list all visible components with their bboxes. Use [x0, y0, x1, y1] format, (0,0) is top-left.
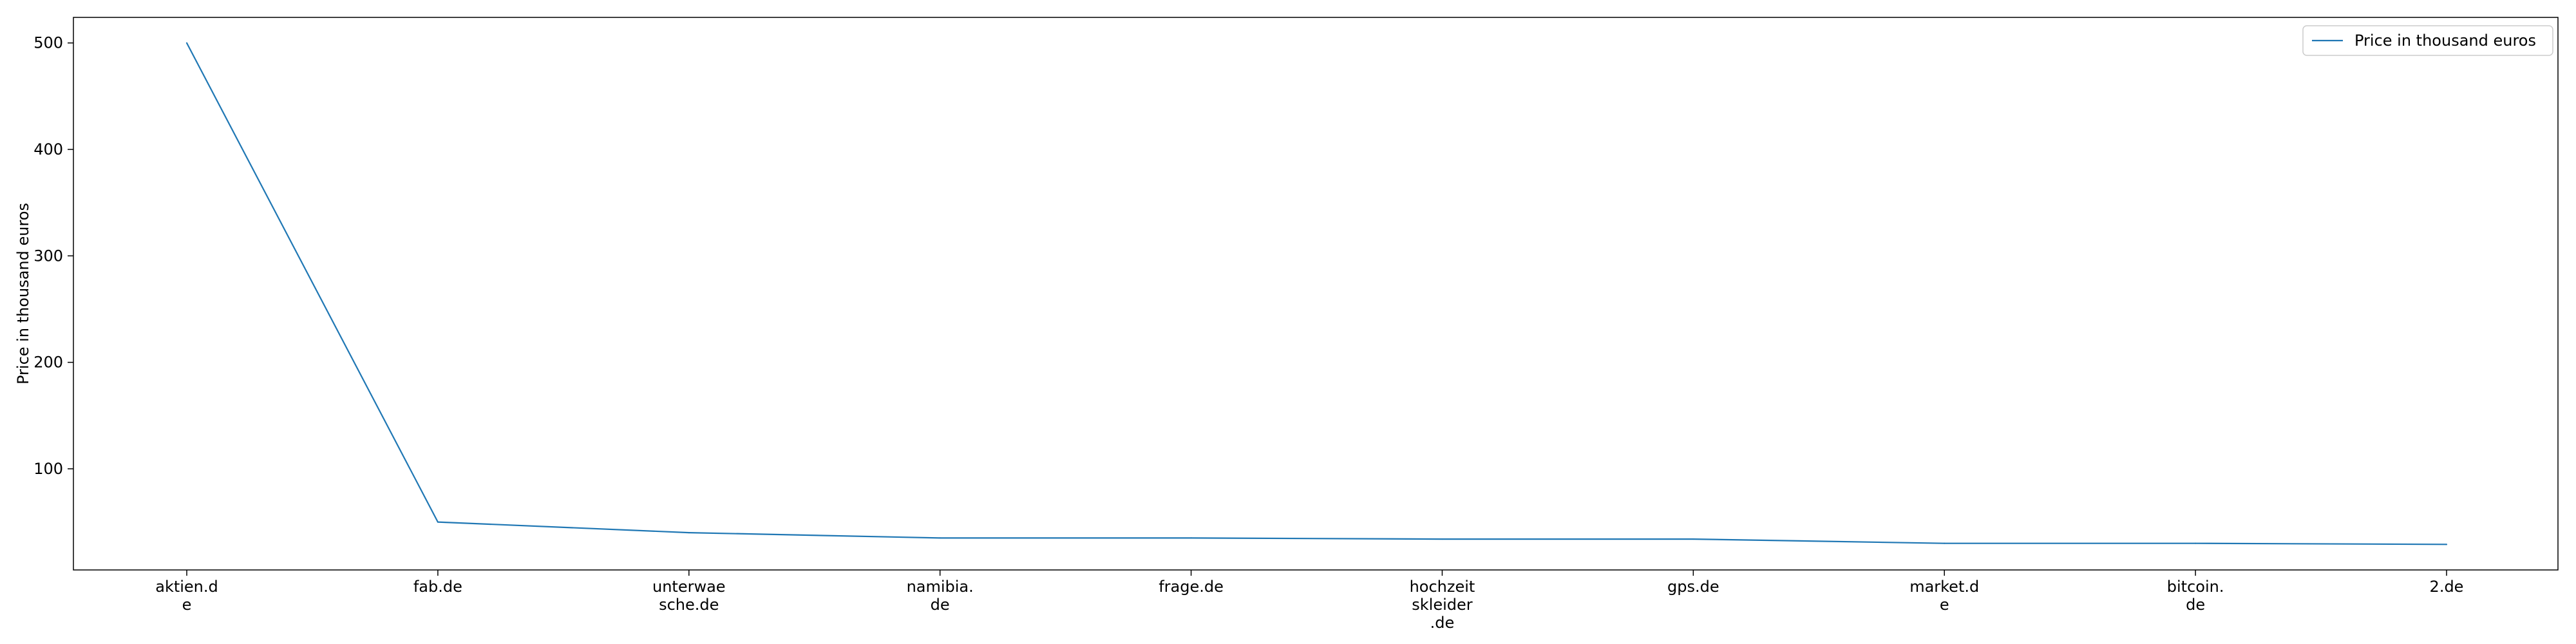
- y-axis-ticks: 100 200 300 400 500: [33, 34, 73, 478]
- x-tick-label: bitcoin. de: [2167, 578, 2224, 614]
- data-point: [2195, 542, 2197, 544]
- data-point: [1441, 538, 1443, 540]
- data-point: [185, 42, 188, 44]
- y-axis-title: Price in thousand euros: [14, 203, 32, 384]
- data-point: [939, 537, 941, 539]
- legend-box: [2302, 25, 2553, 56]
- legend-label: Price in thousand euros: [2354, 32, 2536, 50]
- data-point: [1944, 542, 1946, 544]
- data-point: [1692, 538, 1694, 540]
- x-tick-label: aktien.d e: [155, 578, 218, 614]
- data-point: [2445, 544, 2448, 545]
- x-tick-label: gps.de: [1667, 578, 1719, 596]
- x-tick-label: frage.de: [1159, 578, 1224, 596]
- x-axis-ticks: aktien.d e fab.de unterwae sche.de namibia. de…: [155, 570, 2463, 632]
- x-tick-label: namibia. de: [907, 578, 974, 614]
- y-tick-label: 400: [33, 140, 63, 158]
- plot-area: [73, 17, 2559, 571]
- x-tick-label: market.d e: [1909, 578, 1979, 614]
- series-layer: [185, 42, 2448, 545]
- x-tick-label: 2.de: [2430, 578, 2464, 596]
- series-line: [186, 43, 2447, 545]
- legend: Price in thousand euros: [2302, 25, 2553, 56]
- data-point: [1190, 537, 1192, 539]
- x-tick-label: hochzeit skleider .de: [1410, 578, 1475, 632]
- y-tick-label: 500: [33, 34, 63, 52]
- data-point: [437, 521, 439, 523]
- data-point: [688, 532, 690, 534]
- x-tick-label: unterwae sche.de: [652, 578, 726, 614]
- y-tick-label: 300: [33, 247, 63, 265]
- y-tick-label: 100: [33, 460, 63, 478]
- y-tick-label: 200: [33, 354, 63, 372]
- x-tick-label: fab.de: [413, 578, 462, 596]
